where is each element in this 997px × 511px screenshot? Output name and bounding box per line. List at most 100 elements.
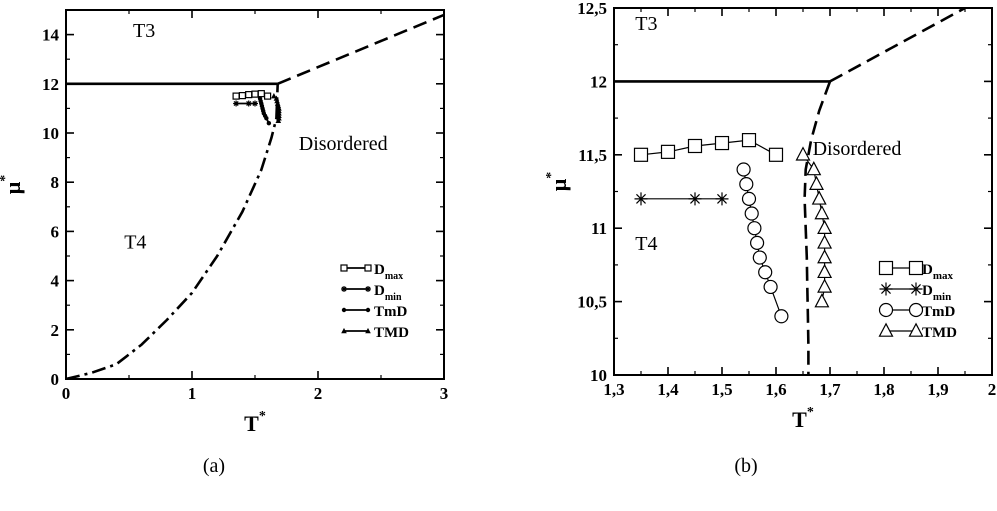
series-line	[743, 169, 782, 317]
axes-frame	[65, 9, 445, 380]
data-point	[264, 116, 269, 121]
x-axis-label-sup: *	[807, 405, 814, 420]
x-tick-label: 1,3	[603, 380, 624, 399]
legend-label-sub: min	[933, 291, 951, 303]
y-tick-label: 4	[51, 272, 60, 291]
phase-boundary-dashed	[829, 8, 966, 83]
legend-label: Dmin	[374, 283, 402, 303]
legend-label-main: TmD	[374, 304, 408, 320]
y-tick-label: 0	[51, 370, 60, 389]
x-tick-label: 1,7	[819, 380, 841, 399]
caption-a: (a)	[203, 455, 225, 477]
legend-entry: TmD	[878, 302, 956, 320]
legend-marker	[908, 260, 924, 276]
legend-marker	[364, 264, 372, 272]
data-point	[806, 161, 822, 176]
legend-label-main: D	[374, 283, 385, 299]
legend-label: TmD	[374, 304, 408, 320]
x-tick-label: 1	[188, 384, 197, 403]
plot-area	[614, 8, 966, 375]
data-point	[752, 250, 767, 265]
legend-marker	[365, 286, 371, 292]
data-point	[245, 91, 253, 99]
data-point	[271, 93, 277, 99]
data-point	[233, 100, 240, 107]
data-point	[634, 192, 648, 206]
data-point	[232, 92, 240, 100]
data-point	[736, 162, 751, 177]
legend-label-main: D	[922, 262, 933, 278]
data-point	[633, 147, 649, 162]
series-d-max	[232, 90, 272, 100]
x-tick-label: 3	[440, 384, 449, 403]
x-axis-label: T*	[244, 409, 266, 436]
y-tick-label: 2	[51, 321, 60, 340]
plot-area	[66, 13, 444, 379]
legend-entry: Dmin	[879, 282, 951, 303]
legend-label-sub: max	[385, 271, 403, 282]
region-label-t4: T4	[635, 233, 657, 255]
y-axis-label-main: μ	[0, 181, 25, 194]
data-point	[817, 263, 833, 279]
legend-marker	[909, 282, 923, 296]
y-tick-label: 12	[590, 72, 607, 91]
data-point	[817, 249, 833, 264]
legend-label: Dmax	[922, 262, 954, 282]
data-point	[817, 219, 833, 234]
region-label-disordered: Disordered	[813, 138, 902, 160]
data-point	[251, 90, 259, 98]
data-point	[252, 100, 258, 107]
legend-marker	[341, 327, 347, 334]
x-axis-label: T*	[792, 405, 814, 432]
y-axis-label: μ*	[0, 175, 25, 194]
y-tick-label: 12,5	[577, 0, 607, 18]
phase-boundary-dashed	[277, 13, 444, 86]
region-label-t3: T3	[635, 13, 657, 35]
y-tick-label: 12	[42, 75, 59, 94]
data-point	[266, 120, 272, 126]
legend-marker	[878, 322, 894, 337]
series-tmd	[257, 96, 272, 126]
data-point	[257, 90, 265, 98]
legend-label-sub: max	[933, 270, 954, 282]
legend-entry: TMD	[878, 322, 957, 341]
y-tick-label: 11	[591, 219, 607, 238]
legend-marker	[365, 327, 371, 334]
legend-entry: Dmax	[878, 260, 954, 282]
data-point	[809, 175, 824, 190]
y-tick-label: 10	[42, 124, 59, 143]
data-point	[768, 147, 784, 162]
series-tmd	[736, 162, 789, 324]
legend-label-sub: min	[385, 292, 402, 303]
y-tick-label: 14	[42, 26, 60, 45]
x-tick-label: 2	[314, 384, 323, 403]
data-point	[687, 138, 703, 154]
data-point	[814, 205, 830, 220]
data-point	[264, 92, 272, 100]
data-point	[747, 221, 762, 236]
data-point	[774, 309, 789, 324]
y-tick-label: 10,5	[577, 293, 607, 312]
legend-label: TMD	[374, 325, 409, 341]
data-point	[795, 146, 811, 161]
x-tick-label: 1,8	[873, 380, 894, 399]
legend-label: Dmin	[922, 283, 951, 303]
data-point	[744, 206, 759, 221]
data-point	[714, 135, 730, 151]
data-point	[739, 177, 754, 192]
y-tick-label: 11,5	[578, 146, 607, 165]
x-tick-label: 1,9	[927, 380, 948, 399]
legend-marker	[878, 302, 894, 318]
x-tick-label: 0	[62, 384, 71, 403]
legend-entry: Dmin	[341, 283, 402, 303]
series-d-max	[633, 133, 784, 162]
data-point	[741, 191, 757, 206]
data-point	[275, 117, 282, 123]
legend-marker	[908, 302, 924, 318]
legend-label-main: TmD	[922, 304, 956, 320]
data-point	[817, 234, 833, 249]
chart-a: 012302468101214T*μ*T3T4DisorderedDmaxDmi…	[0, 9, 449, 436]
